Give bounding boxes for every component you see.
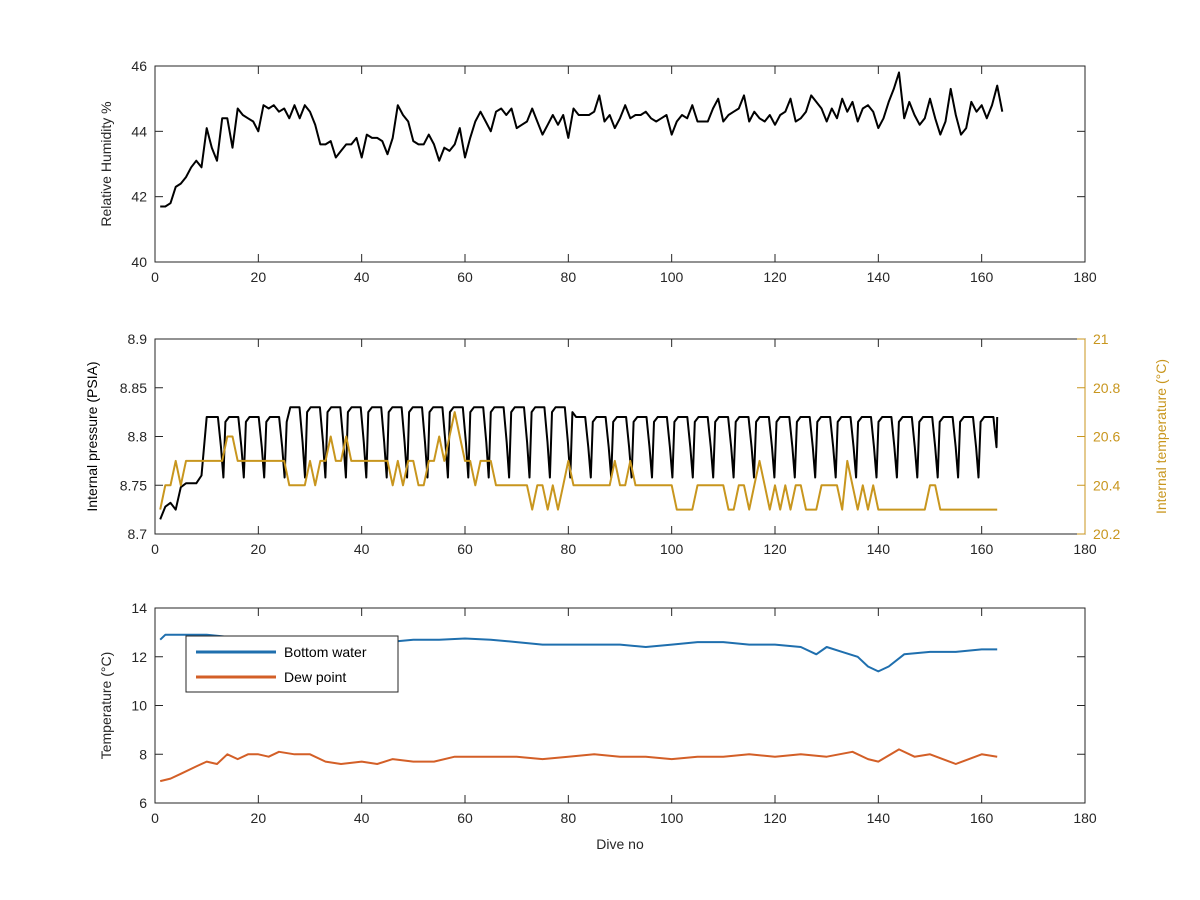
x-tick-label: 80 [561, 269, 577, 285]
y2-tick-label: 21 [1093, 331, 1109, 347]
y-tick-label: 6 [139, 795, 147, 811]
y-axis-label: Temperature (°C) [98, 652, 114, 760]
y2-tick-label: 20.8 [1093, 380, 1120, 396]
y2-axis-label: Internal temperature (°C) [1153, 359, 1169, 514]
y2-tick-label: 20.2 [1093, 526, 1120, 542]
y-tick-label: 10 [131, 698, 147, 714]
y-axis-label: Relative Humidity % [98, 101, 114, 226]
axes-box [154, 338, 1086, 535]
legend-label: Dew point [284, 669, 346, 685]
y-tick-label: 8.8 [128, 429, 148, 445]
x-tick-label: 120 [763, 541, 787, 557]
x-axis-label: Dive no [596, 836, 644, 852]
x-tick-label: 40 [354, 810, 370, 826]
x-tick-label: 0 [151, 541, 159, 557]
x-tick-label: 0 [151, 810, 159, 826]
x-tick-label: 0 [151, 269, 159, 285]
y-tick-label: 14 [131, 600, 147, 616]
x-tick-label: 40 [354, 541, 370, 557]
panel-2: 0 20 40 60 80 100 120 140 160 180 8.7 8.75 8.8 8.85 8.… [84, 331, 1169, 557]
y-tick-label: 44 [131, 123, 147, 139]
x-tick-label: 20 [251, 269, 267, 285]
legend-label: Bottom water [284, 644, 367, 660]
x-tick-label: 140 [867, 541, 891, 557]
x-tick-label: 180 [1073, 269, 1097, 285]
x-tick-label: 140 [867, 269, 891, 285]
x-tick-label: 180 [1073, 810, 1097, 826]
y2-tick-label: 20.4 [1093, 477, 1120, 493]
x-tick-label: 160 [970, 810, 994, 826]
plot-area [159, 406, 999, 520]
series-dew-point [159, 748, 998, 783]
y-tick-label: 8.9 [128, 331, 148, 347]
y-axis-label: Internal pressure (PSIA) [84, 361, 100, 511]
x-tick-label: 80 [561, 541, 577, 557]
series-2-2 [159, 411, 998, 511]
x-tick-label: 80 [561, 810, 577, 826]
legend: Bottom water Dew point [185, 635, 399, 693]
x-tick-label: 160 [970, 269, 994, 285]
axes-box [154, 65, 1086, 263]
y-tick-label: 42 [131, 189, 147, 205]
x-tick-label: 120 [763, 269, 787, 285]
x-tick-label: 60 [457, 269, 473, 285]
x-tick-label: 100 [660, 810, 684, 826]
y-tick-label: 40 [131, 254, 147, 270]
series-2-1 [159, 406, 999, 520]
y-tick-label: 12 [131, 649, 147, 665]
x-tick-label: 60 [457, 541, 473, 557]
x-tick-label: 40 [354, 269, 370, 285]
y-tick-label: 46 [131, 58, 147, 74]
series-1-1 [160, 71, 1004, 208]
y-tick-label: 8.75 [120, 477, 147, 493]
x-tick-label: 20 [251, 541, 267, 557]
x-tick-label: 180 [1073, 541, 1097, 557]
x-tick-label: 60 [457, 810, 473, 826]
x-tick-label: 160 [970, 541, 994, 557]
x-tick-label: 100 [660, 269, 684, 285]
panel-1: 0 20 40 60 80 100 120 140 160 180 40 42 44 46 Relative… [98, 58, 1097, 285]
x-tick-label: 120 [763, 810, 787, 826]
y-tick-label: 8.7 [128, 526, 148, 542]
legend-box [185, 635, 399, 693]
x-tick-label: 20 [251, 810, 267, 826]
y-tick-label: 8 [139, 746, 147, 762]
panel-3: 0 20 40 60 80 100 120 140 160 180 6 8 10 12 14 Temperat… [98, 600, 1097, 852]
y2-tick-label: 20.6 [1093, 429, 1120, 445]
y-tick-label: 8.85 [120, 380, 147, 396]
plot-area [160, 71, 1004, 208]
x-tick-label: 100 [660, 541, 684, 557]
x-tick-label: 140 [867, 810, 891, 826]
